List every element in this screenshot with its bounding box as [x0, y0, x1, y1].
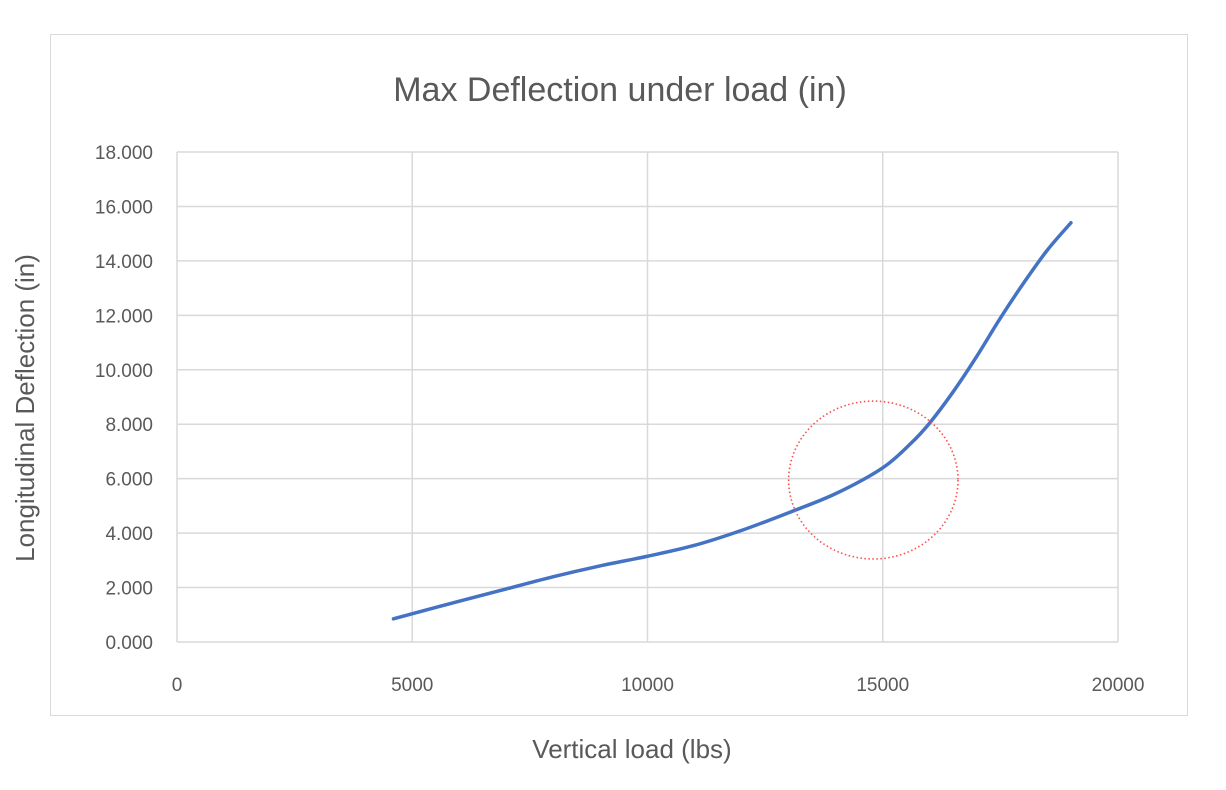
y-tick-label: 2.000: [105, 579, 153, 600]
series-layer: [391, 221, 1073, 621]
x-tick-label: 15000: [856, 675, 909, 696]
x-tick-label: 20000: [1092, 675, 1145, 696]
y-tick-label: 16.000: [95, 197, 153, 218]
x-tick-label: 10000: [621, 675, 674, 696]
chart-frame: [50, 34, 1188, 716]
tick-layer: 0.000 2.000 4.000 6.000 8.000 10.000 12.000 14.…: [95, 143, 1145, 696]
y-tick-label: 18.000: [95, 143, 153, 164]
annotation-layer: [787, 400, 959, 560]
y-tick-label: 0.000: [105, 633, 153, 654]
x-axis-title: Vertical load (lbs): [532, 734, 731, 764]
x-tick-label: 0: [172, 675, 183, 696]
y-tick-label: 8.000: [105, 415, 153, 436]
chart-title: Max Deflection under load (in): [393, 71, 847, 109]
y-tick-label: 10.000: [95, 361, 153, 382]
y-axis-title: Longitudinal Deflection (in): [10, 254, 40, 562]
x-tick-label: 5000: [391, 675, 433, 696]
y-tick-label: 4.000: [105, 524, 153, 545]
highlight-circle: [787, 400, 959, 560]
y-tick-label: 12.000: [95, 306, 153, 327]
grid-layer: [176, 151, 1119, 643]
series-line: [391, 221, 1073, 621]
y-tick-label: 14.000: [95, 252, 153, 273]
y-tick-label: 6.000: [105, 470, 153, 491]
